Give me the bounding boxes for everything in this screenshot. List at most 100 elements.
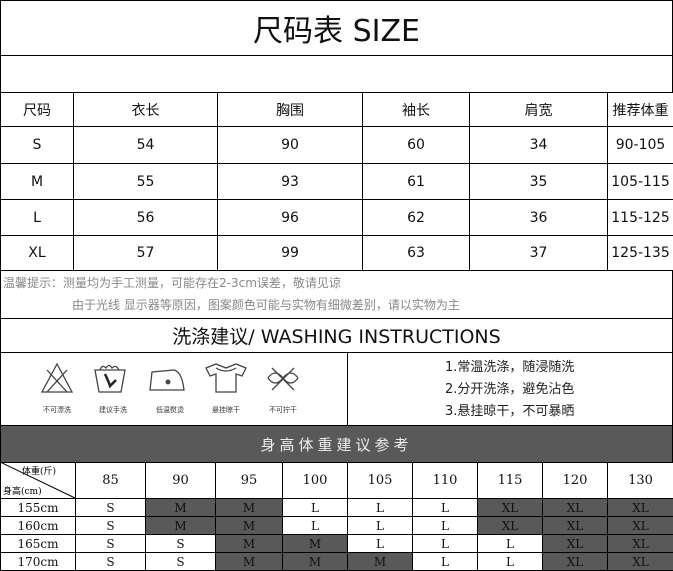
size-cell: S <box>0 126 74 164</box>
size-suggestion: S <box>75 516 146 535</box>
weight-cell: 115 <box>477 462 543 499</box>
size-cell: 60 <box>362 126 470 164</box>
size-suggestion: XL <box>542 498 608 517</box>
size-suggestion: S <box>75 552 146 571</box>
size-cell: 125-135 <box>607 235 673 271</box>
size-cell: XL <box>0 235 74 271</box>
title: 尺码表 SIZE <box>0 0 673 56</box>
size-suggestion: M <box>282 552 348 571</box>
wash-icons <box>40 362 299 393</box>
size-suggestion: L <box>477 552 543 571</box>
weight-cell: 90 <box>145 462 216 499</box>
size-cell: 35 <box>469 163 608 200</box>
size-suggestion: M <box>282 534 348 553</box>
size-suggestion: L <box>282 516 348 535</box>
height-label: 身高(cm) <box>3 487 42 497</box>
size-cell: 99 <box>217 235 363 271</box>
no-bleach-icon <box>40 362 74 393</box>
weight-label: 体重(斤) <box>22 467 57 477</box>
size-suggestion: M <box>347 552 413 571</box>
size-suggestion: M <box>145 516 216 535</box>
icon-label: 不可漂洗 <box>43 406 71 414</box>
header-cell: 胸围 <box>217 92 363 127</box>
hang-dry-icon <box>205 363 247 393</box>
note: 由于光线 显示器等原因，图案颜色可能与实物有细微差别，请以实物为主 <box>72 298 460 312</box>
size-suggestion: XL <box>542 534 608 553</box>
instruction: 2.分开洗涤，避免沾色 <box>445 382 575 397</box>
weight-cell: 120 <box>542 462 608 499</box>
size-cell: 37 <box>469 235 608 271</box>
size-cell: 105-115 <box>607 163 673 200</box>
header-cell: 推荐体重 <box>607 92 673 127</box>
instruction: 1.常温洗涤，随浸随洗 <box>445 360 575 375</box>
weight-cell: 130 <box>607 462 673 499</box>
size-suggestion: S <box>75 534 146 553</box>
divider <box>347 352 348 425</box>
iron-dot <box>165 379 171 385</box>
icon-label: 低温熨烫 <box>156 406 184 414</box>
size-cell: 90 <box>217 126 363 164</box>
size-suggestion: S <box>75 498 146 517</box>
size-cell: 57 <box>73 235 218 271</box>
size-cell: 34 <box>469 126 608 164</box>
size-suggestion: L <box>282 498 348 517</box>
size-suggestion: XL <box>477 498 543 517</box>
washing-title: 洗涤建议/ WASHING INSTRUCTIONS <box>0 318 673 353</box>
size-cell: 56 <box>73 199 218 236</box>
instruction: 3.悬挂晾干，不可暴晒 <box>445 404 575 419</box>
hand-wash-icon <box>94 364 126 393</box>
size-suggestion: L <box>412 534 478 553</box>
size-suggestion: XL <box>607 552 673 571</box>
weight-cell: 105 <box>347 462 413 499</box>
size-suggestion: XL <box>477 516 543 535</box>
size-cell: 63 <box>362 235 470 271</box>
size-cell: 36 <box>469 199 608 236</box>
size-cell: 90-105 <box>607 126 673 164</box>
size-suggestion: XL <box>542 552 608 571</box>
size-cell: 54 <box>73 126 218 164</box>
size-cell: M <box>0 163 74 200</box>
no-wring-icon <box>267 367 299 391</box>
header-cell: 肩宽 <box>469 92 608 127</box>
size-suggestion: M <box>215 498 283 517</box>
hand <box>103 373 117 389</box>
weight-cell: 85 <box>75 462 146 499</box>
size-cell: 55 <box>73 163 218 200</box>
size-suggestion: L <box>347 516 413 535</box>
size-suggestion: L <box>412 498 478 517</box>
icon-label: 不可拧干 <box>269 406 297 414</box>
size-suggestion: M <box>145 498 216 517</box>
size-suggestion: L <box>412 516 478 535</box>
note: 温馨提示：测量均为手工测量，可能存在2-3cm误差，敬请见谅 <box>3 276 341 290</box>
size-suggestion: M <box>215 552 283 571</box>
height-cell: 160cm <box>0 516 76 535</box>
size-suggestion: S <box>145 552 216 571</box>
weight-cell: 95 <box>215 462 283 499</box>
size-cell: 96 <box>217 199 363 236</box>
size-suggestion: M <box>215 516 283 535</box>
size-suggestion: XL <box>607 516 673 535</box>
size-suggestion: L <box>477 534 543 553</box>
size-suggestion: S <box>145 534 216 553</box>
size-suggestion: XL <box>542 516 608 535</box>
size-suggestion: L <box>412 552 478 571</box>
size-cell: 93 <box>217 163 363 200</box>
size-suggestion: XL <box>607 534 673 553</box>
iron-icon <box>149 369 185 391</box>
size-suggestion: XL <box>607 498 673 517</box>
size-cell: 62 <box>362 199 470 236</box>
icon-label: 悬挂晾干 <box>212 406 240 414</box>
size-cell: 61 <box>362 163 470 200</box>
height-cell: 170cm <box>0 552 76 571</box>
header-cell: 尺码 <box>0 92 74 127</box>
icon-label: 建议手洗 <box>99 406 127 414</box>
size-suggestion: M <box>215 534 283 553</box>
diagonal-line <box>0 462 76 499</box>
size-cell: 115-125 <box>607 199 673 236</box>
blank-row <box>0 55 673 93</box>
reference-title: 身高体重建议参考 <box>0 425 673 463</box>
header-cell: 袖长 <box>362 92 470 127</box>
height-cell: 165cm <box>0 534 76 553</box>
height-cell: 155cm <box>0 498 76 517</box>
